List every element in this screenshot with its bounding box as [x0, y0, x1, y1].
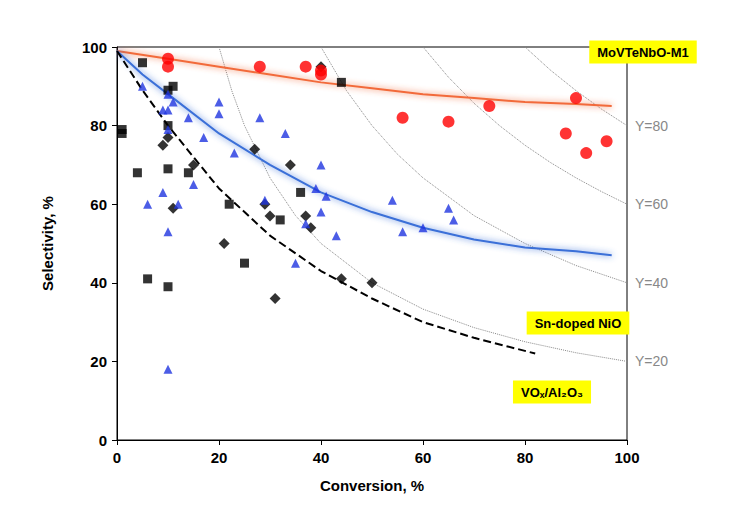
- svg-text:Selectivity, %: Selectivity, %: [39, 196, 56, 291]
- svg-text:VOₓ/Al₂O₃: VOₓ/Al₂O₃: [521, 385, 583, 400]
- svg-text:60: 60: [415, 449, 432, 466]
- svg-text:40: 40: [313, 449, 330, 466]
- svg-text:0: 0: [113, 449, 121, 466]
- svg-text:Y=20: Y=20: [635, 353, 668, 369]
- svg-text:Conversion, %: Conversion, %: [320, 477, 424, 494]
- svg-text:80: 80: [517, 449, 534, 466]
- svg-text:100: 100: [82, 39, 107, 56]
- svg-text:Y=80: Y=80: [635, 118, 668, 134]
- svg-text:Y=40: Y=40: [635, 275, 668, 291]
- svg-text:80: 80: [90, 117, 107, 134]
- svg-text:20: 20: [211, 449, 228, 466]
- svg-text:Sn-doped NiO: Sn-doped NiO: [535, 316, 622, 331]
- svg-text:40: 40: [90, 274, 107, 291]
- svg-text:Y=60: Y=60: [635, 196, 668, 212]
- svg-text:20: 20: [90, 353, 107, 370]
- svg-text:MoVTeNbO-M1: MoVTeNbO-M1: [597, 45, 688, 60]
- svg-text:60: 60: [90, 196, 107, 213]
- svg-text:0: 0: [99, 432, 107, 449]
- svg-text:100: 100: [614, 449, 639, 466]
